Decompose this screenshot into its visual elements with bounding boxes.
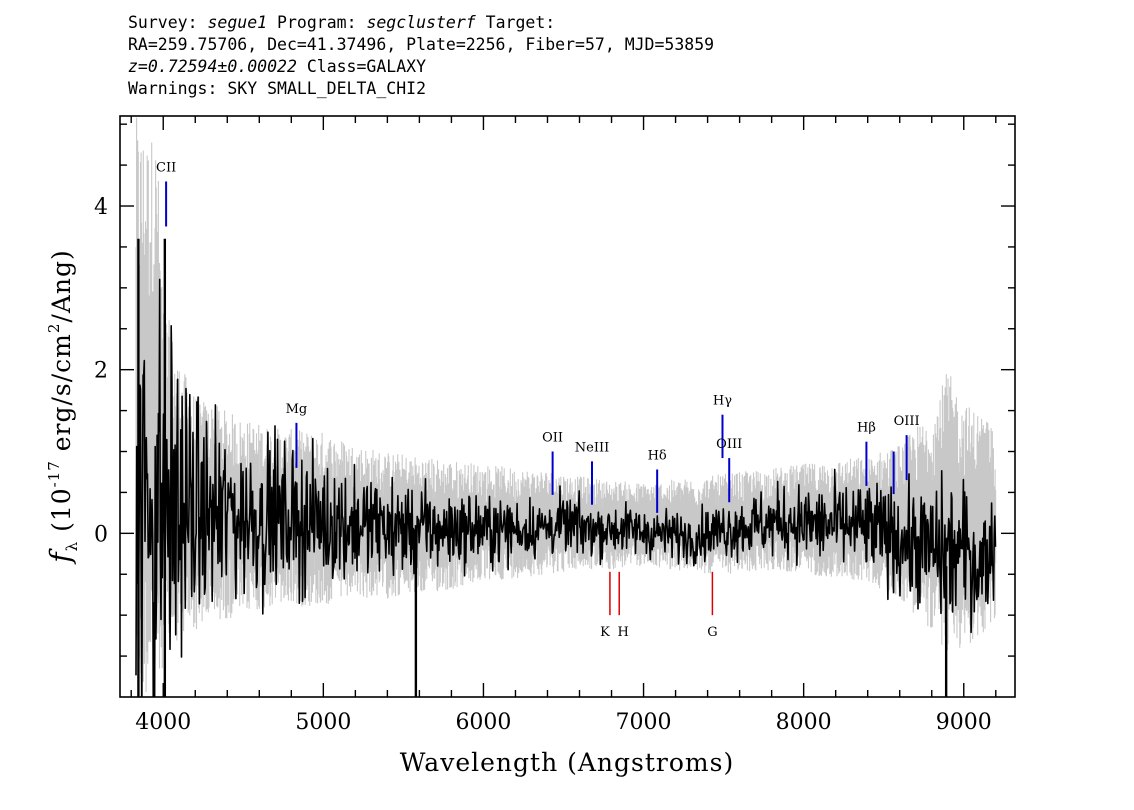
- x-axis-label: Wavelength (Angstroms): [400, 748, 734, 777]
- error-band-series: [135, 117, 997, 692]
- axis-tick-labels: 4000 5000 6000 7000 8000 9000 0 2 4: [94, 195, 992, 735]
- spectral-line-markers: CII Mg OII NeIII Hδ Hγ OIII Hβ OIII K H G: [156, 160, 920, 640]
- x-tick-label: 4000: [135, 710, 191, 735]
- redshift-value: z=0.72594±0.00022: [128, 57, 297, 76]
- emission-line-label-1: Mg: [286, 402, 308, 417]
- x-tick-label: 6000: [455, 710, 511, 735]
- error-band-path: [135, 117, 997, 692]
- program-name: segclusterf: [366, 13, 476, 32]
- absorption-line-label-2: G: [707, 625, 717, 640]
- flux-path: [135, 278, 997, 697]
- emission-line-label-5: Hγ: [713, 394, 732, 409]
- class-value: Class=GALAXY: [296, 57, 427, 76]
- header-line-survey: Survey: segue1 Program: segclusterf Targ…: [128, 13, 556, 32]
- y-tick-label: 4: [94, 195, 108, 220]
- absorption-line-label-1: H: [618, 625, 629, 640]
- header-line-redshift: z=0.72594±0.00022 Class=GALAXY: [128, 56, 1108, 78]
- flux-series: [135, 238, 997, 697]
- emission-line-label-4: Hδ: [648, 449, 667, 464]
- x-tick-label: 5000: [295, 710, 351, 735]
- axis-ticks: [120, 116, 1015, 697]
- emission-line-label-9: OIII: [894, 414, 920, 429]
- x-tick-label: 7000: [616, 710, 672, 735]
- survey-name: segue1: [207, 13, 268, 32]
- header-line-coordinates: RA=259.75706, Dec=41.37496, Plate=2256, …: [128, 35, 715, 54]
- x-tick-label: 8000: [776, 710, 832, 735]
- spectrum-header: Survey: segue1 Program: segclusterf Targ…: [128, 12, 1108, 100]
- emission-line-label-3: NeIII: [575, 440, 609, 455]
- absorption-line-label-0: K: [600, 625, 610, 640]
- y-tick-label: 2: [94, 359, 108, 384]
- emission-line-label-7: Hβ: [857, 421, 876, 436]
- emission-line-label-2: OII: [542, 431, 563, 446]
- y-tick-label: 0: [94, 522, 108, 547]
- y-axis-label: fλ (10-17 erg/s/cm2/Ang): [44, 249, 81, 565]
- header-line-warnings: Warnings: SKY SMALL_DELTA_CHI2: [128, 79, 427, 98]
- plot-frame: [119, 115, 1016, 698]
- emission-line-label-0: CII: [156, 160, 176, 175]
- x-tick-label: 9000: [936, 710, 992, 735]
- emission-line-label-6: OIII: [716, 437, 742, 452]
